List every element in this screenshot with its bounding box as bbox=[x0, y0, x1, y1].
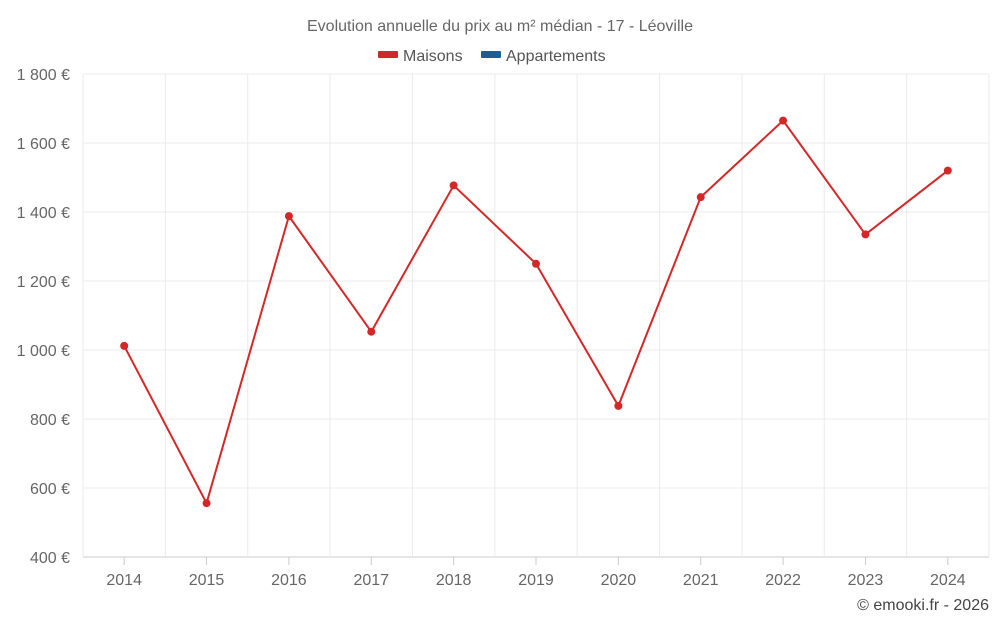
data-point-maisons-2014[interactable] bbox=[120, 341, 129, 350]
data-point-maisons-2023[interactable] bbox=[861, 230, 870, 239]
data-point-maisons-2016[interactable] bbox=[284, 212, 293, 221]
data-point-maisons-2021[interactable] bbox=[696, 193, 705, 202]
series-maisons bbox=[120, 116, 952, 508]
legend-swatch-maisons bbox=[378, 51, 398, 58]
x-tick-label: 2018 bbox=[436, 572, 472, 589]
x-tick-label: 2019 bbox=[518, 572, 554, 589]
chart-title: Evolution annuelle du prix au m² médian … bbox=[307, 18, 693, 35]
legend: Maisons Appartements bbox=[378, 48, 606, 65]
y-tick-label: 1 400 € bbox=[17, 205, 70, 222]
data-point-maisons-2015[interactable] bbox=[202, 499, 211, 508]
legend-label-maisons: Maisons bbox=[403, 48, 463, 65]
data-point-maisons-2019[interactable] bbox=[532, 259, 540, 268]
x-axis-ticks: 2014 2015 2016 2017 2018 2019 2020 2021 2022 2023… bbox=[106, 557, 966, 589]
x-tick-label: 2020 bbox=[601, 572, 637, 589]
legend-item-appartements[interactable]: Appartements bbox=[481, 48, 606, 65]
legend-item-maisons[interactable]: Maisons bbox=[378, 48, 463, 65]
y-tick-label: 600 € bbox=[30, 481, 70, 498]
x-tick-label: 2022 bbox=[765, 572, 801, 589]
y-tick-label: 1 600 € bbox=[17, 136, 70, 153]
data-point-maisons-2018[interactable] bbox=[449, 181, 458, 190]
legend-label-appartements: Appartements bbox=[506, 48, 606, 65]
data-point-maisons-2017[interactable] bbox=[367, 327, 376, 336]
legend-swatch-appartements bbox=[481, 51, 501, 58]
x-tick-label: 2014 bbox=[106, 572, 142, 589]
y-tick-label: 1 800 € bbox=[17, 67, 70, 84]
x-tick-label: 2017 bbox=[353, 572, 389, 589]
y-tick-label: 800 € bbox=[30, 412, 70, 429]
y-tick-label: 400 € bbox=[30, 550, 70, 567]
y-tick-label: 1 200 € bbox=[17, 274, 70, 291]
data-point-maisons-2022[interactable] bbox=[779, 116, 788, 125]
credit-text: © emooki.fr - 2026 bbox=[857, 597, 989, 614]
y-axis-ticks: 400 € 600 € 800 € 1 000 € 1 200 € 1 400 € 1 60… bbox=[17, 67, 70, 567]
data-point-maisons-2024[interactable] bbox=[943, 166, 952, 175]
x-tick-label: 2015 bbox=[189, 572, 225, 589]
data-point-maisons-2020[interactable] bbox=[614, 401, 623, 410]
x-tick-label: 2023 bbox=[848, 572, 884, 589]
x-tick-label: 2021 bbox=[683, 572, 719, 589]
y-tick-label: 1 000 € bbox=[17, 343, 70, 360]
x-tick-label: 2024 bbox=[930, 572, 966, 589]
grid bbox=[82, 73, 990, 558]
x-tick-label: 2016 bbox=[271, 572, 307, 589]
